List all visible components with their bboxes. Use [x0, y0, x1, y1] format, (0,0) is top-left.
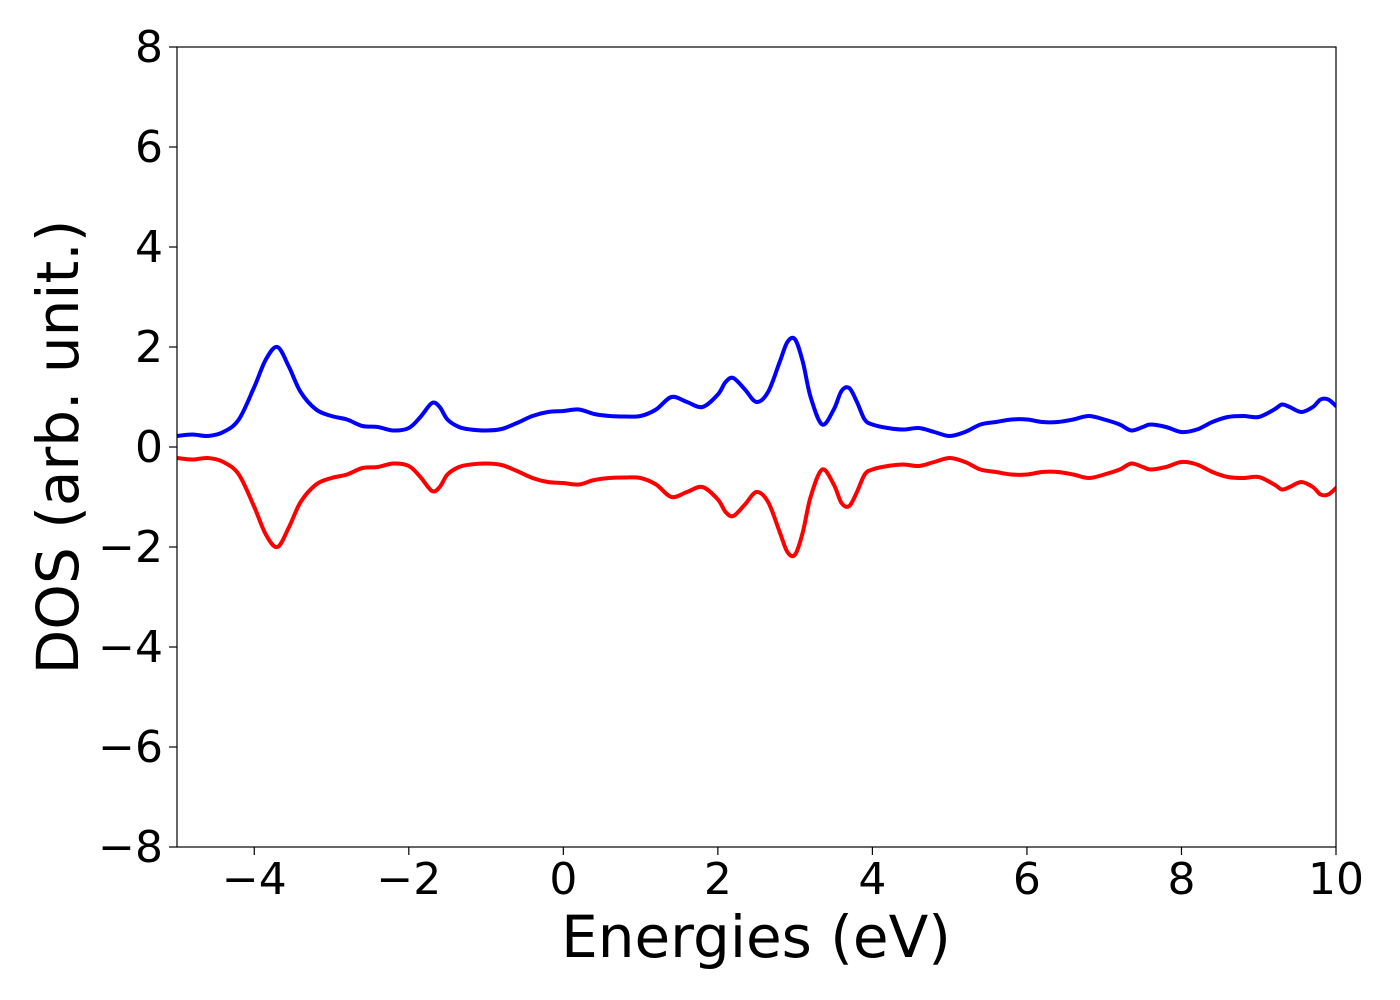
y-tick-label: 8	[135, 22, 163, 73]
y-tick-label: −2	[98, 522, 163, 573]
x-tick-label: −4	[222, 854, 287, 905]
plot-frame	[176, 46, 1337, 848]
x-tick-label: 6	[1013, 854, 1041, 905]
series-line-spin-down	[177, 455, 1336, 559]
y-axis: −8 −6 −4 −2 0 2 4 6 8	[98, 22, 177, 873]
y-axis-label: DOS (arb. unit.)	[24, 220, 92, 675]
y-tick-label: 2	[135, 322, 163, 373]
y-tick-label: 4	[135, 222, 163, 273]
x-tick-label: 0	[549, 854, 577, 905]
series-layer	[177, 335, 1336, 559]
x-tick-label: 4	[858, 854, 886, 905]
x-tick-label: 2	[704, 854, 732, 905]
y-tick-label: −4	[98, 622, 163, 673]
y-tick-label: −8	[98, 822, 163, 873]
x-axis: −4 −2 0 2 4 6 8 10	[222, 847, 1364, 905]
x-tick-label: 10	[1308, 854, 1364, 905]
x-tick-label: −2	[376, 854, 441, 905]
y-tick-label: 0	[135, 422, 163, 473]
x-tick-label: 8	[1167, 854, 1195, 905]
y-tick-label: −6	[98, 722, 163, 773]
series-line-spin-up	[177, 335, 1336, 439]
x-axis-label: Energies (eV)	[561, 903, 951, 971]
y-tick-label: 6	[135, 122, 163, 173]
